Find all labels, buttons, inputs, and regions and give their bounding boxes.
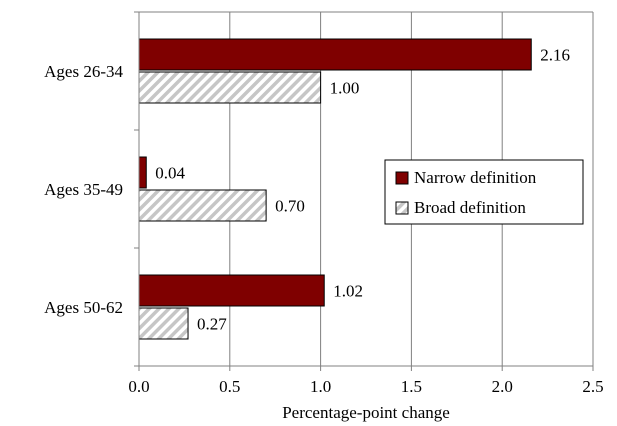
labels: 0.0 0.5 1.0 1.5 2.0 2.5 Ages 26-34 2.16 1.00 Ages… [44,46,603,397]
x-tick-label: 1.5 [401,377,422,396]
legend-label-narrow: Narrow definition [414,168,537,187]
data-label: 0.27 [197,315,227,334]
narrow-bar [138,156,147,189]
broad-bar [138,189,267,222]
x-tick-label: 1.0 [310,377,331,396]
x-axis-title: Percentage-point change [282,403,450,422]
x-tick-label: 2.0 [492,377,513,396]
category-label: Ages 50-62 [44,298,123,317]
data-label: 0.70 [275,197,305,216]
x-tick-label: 2.5 [582,377,603,396]
axes [134,11,594,371]
legend: Narrow definition Broad definition [384,159,584,225]
data-label: 1.00 [330,79,360,98]
category-label: Ages 26-34 [44,62,123,81]
legend-swatch-broad [395,201,409,215]
broad-bar [138,71,322,104]
data-label: 0.04 [155,164,185,183]
legend-label-broad: Broad definition [414,198,526,217]
broad-bar [138,307,189,340]
category-label: Ages 35-49 [44,180,123,199]
x-tick-label: 0.5 [219,377,240,396]
x-tick-label: 0.0 [128,377,149,396]
legend-box [384,159,584,225]
narrow-bar [138,274,325,307]
narrow-bar [138,38,532,71]
legend-swatch-narrow [395,171,409,185]
data-label: 1.02 [333,282,363,301]
data-label: 2.16 [540,46,570,65]
